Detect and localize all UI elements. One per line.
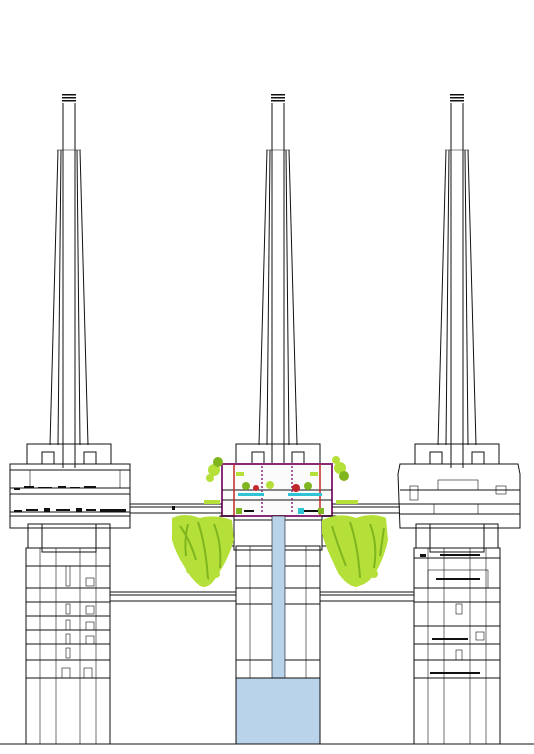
center-spire [258,94,298,468]
top-right-bush [332,456,349,481]
right-shaft [413,523,501,745]
top-left-bush [206,457,223,482]
left-furniture [14,486,126,512]
right-tower [397,94,521,745]
center-crown [221,443,333,517]
left-hanging-foliage [172,515,234,587]
center-tower [219,94,337,745]
left-shaft [25,523,111,745]
water-column [235,515,321,745]
ledge-plants [204,500,358,504]
right-crown [397,443,521,529]
lower-bridge [110,591,414,602]
right-hanging-foliage [322,515,388,587]
left-crown [9,443,131,529]
left-tower [9,94,131,745]
right-spire [437,94,477,468]
left-spire [49,94,89,468]
